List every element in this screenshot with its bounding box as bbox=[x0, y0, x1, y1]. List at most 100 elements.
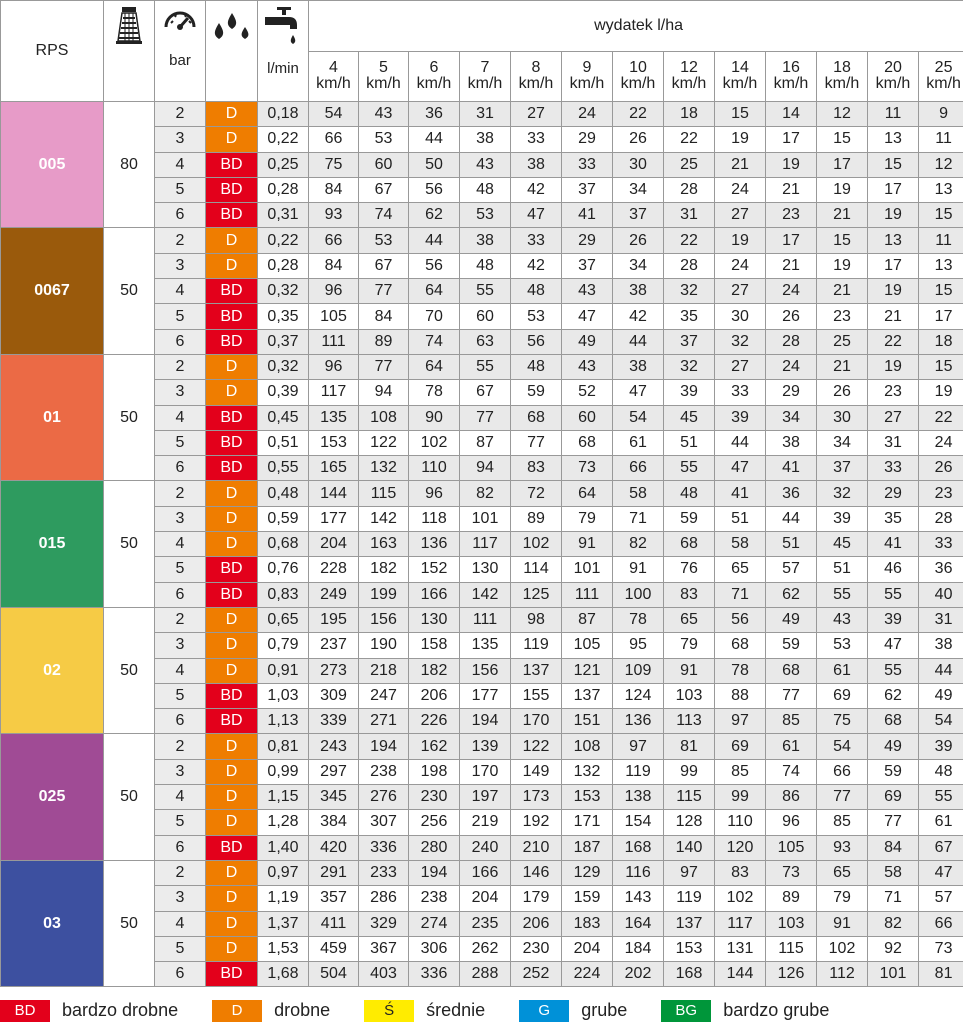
speed-value: 8 bbox=[531, 59, 541, 77]
rate-cell: 52 bbox=[561, 379, 613, 406]
rate-cell: 168 bbox=[612, 834, 664, 861]
flow-lmin-cell: 0,65 bbox=[257, 606, 309, 634]
rate-cell: 124 bbox=[612, 682, 664, 710]
rate-cell: 33 bbox=[867, 455, 919, 482]
rate-cell: 33 bbox=[510, 227, 562, 254]
rate-cell: 105 bbox=[765, 834, 817, 861]
flow-rate-table: RPS bar bbox=[0, 0, 963, 988]
rate-cell: 78 bbox=[408, 379, 460, 406]
droplet-class-cell: D bbox=[205, 657, 258, 684]
rate-cell: 187 bbox=[561, 834, 613, 861]
rate-cell: 75 bbox=[308, 151, 359, 178]
rate-cell: 420 bbox=[308, 834, 359, 861]
pressure-cell: 3 bbox=[154, 252, 206, 280]
table-row: 6 BD 0,37 111 89 74 63 56 49 44 37 32 28 25 22 18 bbox=[1, 328, 963, 355]
pressure-cell: 4 bbox=[154, 910, 206, 937]
speed-header: 6 km/h bbox=[408, 50, 460, 102]
rate-cell: 48 bbox=[663, 480, 715, 507]
flow-lmin-cell: 0,32 bbox=[257, 278, 309, 305]
rate-cell: 49 bbox=[867, 733, 919, 760]
pressure-cell: 5 bbox=[154, 556, 206, 583]
speed-value: 5 bbox=[379, 59, 388, 77]
rate-cell: 44 bbox=[408, 227, 460, 254]
nozzle-code: 0067 bbox=[0, 227, 104, 355]
rate-cell: 33 bbox=[917, 531, 963, 558]
droplet-class-cell: BD bbox=[205, 556, 258, 583]
flow-lmin-cell: 1,28 bbox=[257, 809, 309, 836]
droplet-class-cell: D bbox=[205, 758, 258, 786]
rate-cell: 17 bbox=[917, 303, 963, 330]
rate-cell: 51 bbox=[663, 429, 715, 457]
rate-cell: 55 bbox=[867, 581, 919, 608]
legend-swatch: Ś bbox=[364, 999, 415, 1022]
rate-cell: 75 bbox=[816, 708, 868, 735]
rate-cell: 59 bbox=[765, 632, 817, 659]
rate-cell: 149 bbox=[510, 758, 562, 786]
rate-cell: 56 bbox=[510, 328, 562, 355]
rate-cell: 56 bbox=[408, 252, 460, 280]
rate-cell: 79 bbox=[663, 632, 715, 659]
rate-cell: 53 bbox=[816, 632, 868, 659]
rate-cell: 78 bbox=[714, 657, 766, 684]
pressure-header: bar bbox=[154, 0, 206, 102]
table-row: 5 BD 1,03 309 247 206 177 155 137 124 103 88 77 69 62 4… bbox=[1, 682, 963, 710]
speed-unit: km/h bbox=[773, 75, 809, 93]
rate-cell: 13 bbox=[917, 176, 963, 204]
table-row: 4 D 1,15 345 276 230 197 173 153 138 115 99 86 77 69 55 bbox=[1, 784, 963, 811]
table-row: 015 50 2 D 0,48 144 115 96 82 72 64 58 48 41 36 32 29 23 bbox=[0, 480, 963, 608]
rate-cell: 97 bbox=[612, 733, 664, 760]
rate-cell: 165 bbox=[308, 455, 359, 482]
rate-cell: 38 bbox=[612, 278, 664, 305]
nozzle-code: 01 bbox=[0, 353, 104, 482]
pressure-gauge-icon bbox=[164, 11, 196, 30]
rate-cell: 73 bbox=[765, 859, 817, 887]
rate-cell: 68 bbox=[867, 708, 919, 735]
rate-cell: 339 bbox=[308, 708, 359, 735]
rate-cell: 43 bbox=[561, 353, 613, 381]
rate-cell: 23 bbox=[816, 303, 868, 330]
rate-cell: 108 bbox=[561, 733, 613, 760]
rate-cell: 34 bbox=[816, 429, 868, 457]
rate-cell: 117 bbox=[459, 531, 511, 558]
rate-cell: 21 bbox=[867, 303, 919, 330]
flow-lmin-cell: 0,68 bbox=[257, 531, 309, 558]
rate-cell: 78 bbox=[612, 606, 664, 634]
droplet-class-cell: BD bbox=[205, 404, 258, 431]
speed-header: 5 km/h bbox=[358, 50, 409, 102]
rate-cell: 118 bbox=[408, 505, 460, 533]
rate-cell: 12 bbox=[917, 151, 963, 178]
droplet-class-cell: D bbox=[205, 353, 258, 381]
table-row: 4 D 1,37 411 329 274 235 206 183 164 137 117 103 91 82… bbox=[1, 910, 963, 937]
droplet-class-cell: D bbox=[205, 632, 258, 659]
flow-lmin-cell: 0,99 bbox=[257, 758, 309, 786]
rate-cell: 117 bbox=[308, 379, 359, 406]
rate-cell: 105 bbox=[308, 303, 359, 330]
rate-cell: 60 bbox=[358, 151, 409, 178]
rate-cell: 91 bbox=[612, 556, 664, 583]
rate-cell: 158 bbox=[408, 632, 460, 659]
rate-cell: 28 bbox=[765, 328, 817, 355]
rate-cell: 336 bbox=[408, 961, 460, 988]
rate-cell: 30 bbox=[612, 151, 664, 178]
rate-cell: 96 bbox=[308, 353, 359, 381]
table-row: 02 50 2 D 0,65 195 156 130 111 98 87 78 65 56 49 43 39 31 bbox=[0, 606, 963, 735]
pressure-cell: 3 bbox=[154, 758, 206, 786]
rate-cell: 61 bbox=[816, 657, 868, 684]
rate-cell: 27 bbox=[714, 353, 766, 381]
table-row: 0067 50 2 D 0,22 66 53 44 38 33 29 26 22 19 17 15 13 11 bbox=[0, 227, 963, 355]
rate-cell: 53 bbox=[358, 126, 409, 153]
droplet-class-cell: BD bbox=[205, 708, 258, 735]
rate-cell: 336 bbox=[358, 834, 409, 861]
rate-cell: 89 bbox=[765, 885, 817, 912]
pressure-cell: 4 bbox=[154, 531, 206, 558]
rate-cell: 34 bbox=[612, 252, 664, 280]
rate-cell: 163 bbox=[358, 531, 409, 558]
flow-lmin-cell: 0,59 bbox=[257, 505, 309, 533]
rate-cell: 84 bbox=[308, 176, 359, 204]
pressure-cell: 2 bbox=[154, 733, 206, 760]
rate-cell: 61 bbox=[917, 809, 963, 836]
nozzle-size: 50 bbox=[103, 606, 155, 735]
rate-cell: 110 bbox=[714, 809, 766, 836]
speed-value: 10 bbox=[629, 59, 647, 77]
speed-unit: km/h bbox=[620, 75, 656, 93]
